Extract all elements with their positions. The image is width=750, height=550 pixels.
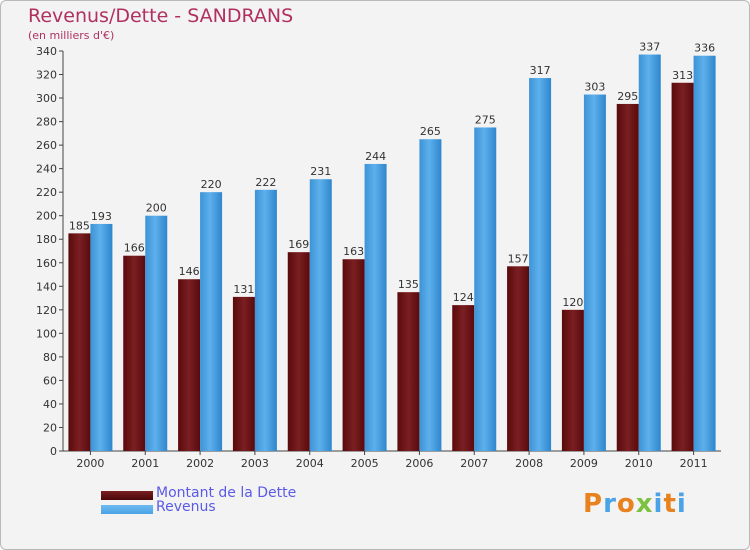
bar-revenus [638,54,661,451]
bar-dette [507,266,530,451]
y-tick-label: 140 [36,280,57,293]
logo-letter: r [603,489,617,519]
bar-dette [671,82,694,451]
bar-dette [232,296,255,451]
data-label-revenus: 220 [201,178,222,191]
y-tick-label: 40 [43,398,57,411]
x-tick-label: 2011 [680,457,708,470]
x-tick-label: 2008 [515,457,543,470]
data-label-revenus: 337 [639,41,660,54]
data-label-dette: 157 [508,252,529,265]
y-tick-label: 280 [36,116,57,129]
bar-revenus [583,94,606,451]
data-label-dette: 120 [562,296,583,309]
y-tick-label: 100 [36,327,57,340]
data-label-dette: 313 [672,69,693,82]
chart-title: Revenus/Dette - SANDRANS [28,5,294,27]
data-label-revenus: 317 [530,64,551,77]
y-tick-label: 220 [36,186,57,199]
chart-subtitle: (en milliers d'€) [28,29,115,42]
x-tick-label: 2006 [405,457,433,470]
x-tick-label: 2005 [351,457,379,470]
x-tick-label: 2001 [131,457,159,470]
y-tick-label: 180 [36,233,57,246]
data-label-revenus: 231 [310,165,331,178]
data-label-revenus: 303 [584,81,605,94]
logo-letter: o [616,489,636,519]
bar-dette [68,233,91,451]
legend-label-revenus: Revenus [156,499,216,515]
data-label-dette: 124 [453,291,474,304]
bar-revenus [254,189,277,451]
x-tick-label: 2003 [241,457,269,470]
y-tick-label: 260 [36,139,57,152]
bar-dette [397,292,420,451]
bar-dette [287,252,310,451]
bar-revenus [145,215,168,451]
logo-letter: x [635,489,654,519]
data-label-revenus: 193 [91,210,112,223]
x-tick-label: 2009 [570,457,598,470]
y-tick-label: 200 [36,210,57,223]
bar-revenus [419,139,442,451]
data-label-revenus: 222 [255,176,276,189]
logo-letter: P [583,489,604,519]
data-label-revenus: 275 [475,113,496,126]
y-tick-label: 120 [36,304,57,317]
data-label-revenus: 200 [146,202,167,215]
legend-swatch-revenus [101,505,153,514]
bar-revenus [364,163,387,452]
bar-revenus [474,127,497,452]
x-tick-label: 2010 [625,457,653,470]
x-tick-label: 2000 [76,457,104,470]
y-tick-label: 20 [43,421,57,434]
y-tick-label: 160 [36,257,57,270]
data-label-dette: 185 [69,219,90,232]
x-tick-label: 2002 [186,457,214,470]
y-tick-label: 320 [36,69,57,82]
y-tick-label: 300 [36,92,57,105]
logo-letter: i [653,489,664,519]
y-tick-label: 0 [50,445,57,458]
proxiti-logo: Proxiti [583,489,687,519]
data-label-dette: 131 [233,283,254,296]
logo-letter: t [663,489,677,519]
bar-revenus [200,192,223,452]
data-label-dette: 163 [343,245,364,258]
data-label-dette: 146 [179,265,200,278]
legend-label-dette: Montant de la Dette [156,485,297,501]
data-label-dette: 169 [288,238,309,251]
bar-dette [616,103,639,452]
data-label-dette: 166 [124,242,145,255]
legend-swatch-dette [101,491,153,500]
x-tick-label: 2004 [296,457,324,470]
bar-revenus [529,78,552,451]
bar-dette [452,305,475,451]
bar-revenus [90,223,113,451]
y-tick-label: 80 [43,351,57,364]
data-label-dette: 295 [617,90,638,103]
y-tick-label: 240 [36,163,57,176]
y-tick-label: 340 [36,45,57,58]
y-tick-label: 60 [43,374,57,387]
bar-dette [561,309,584,451]
data-label-revenus: 265 [420,125,441,138]
logo-letter: i [676,489,687,519]
data-label-revenus: 244 [365,150,386,163]
bar-dette [123,255,146,451]
data-label-dette: 135 [398,278,419,291]
x-tick-label: 2007 [460,457,488,470]
bar-dette [178,279,201,451]
bar-revenus [693,55,716,452]
bar-revenus [309,179,332,451]
bar-dette [342,259,365,451]
data-label-revenus: 336 [694,42,715,55]
